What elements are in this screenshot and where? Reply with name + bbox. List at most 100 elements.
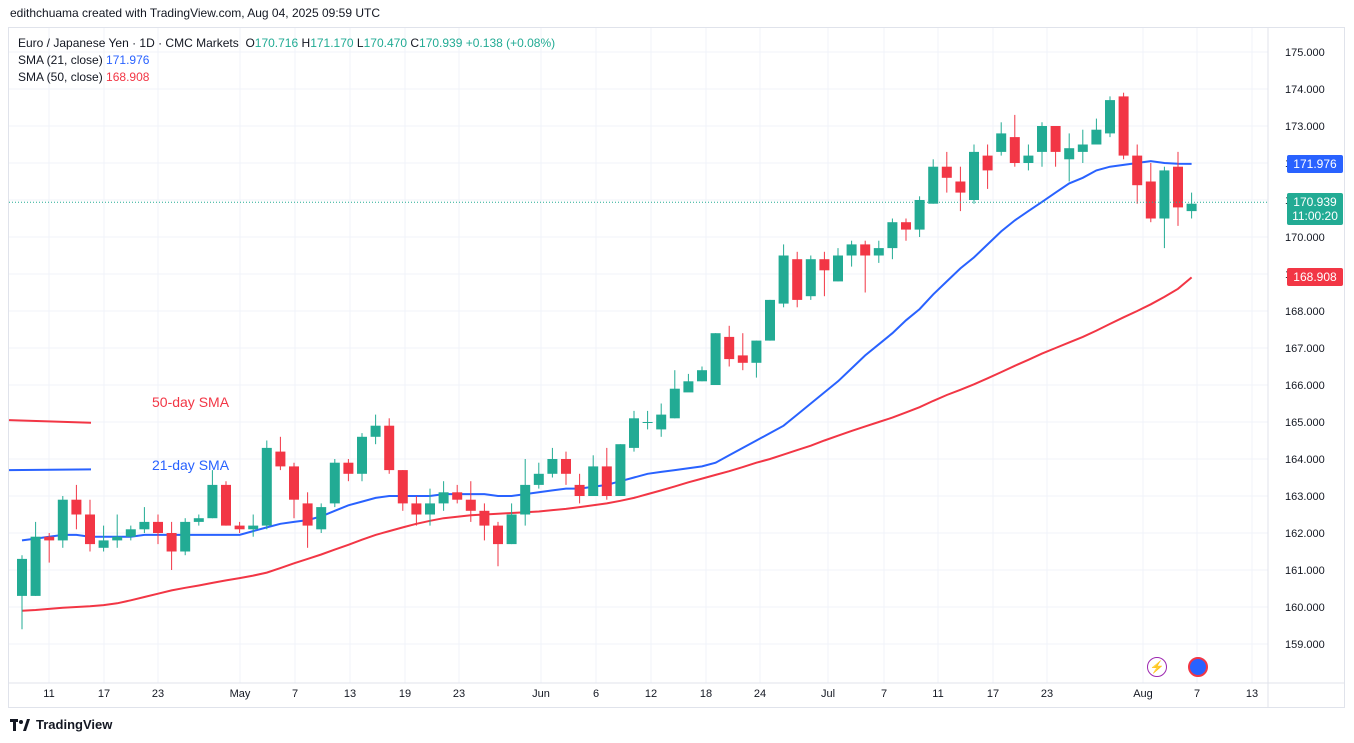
close-value: 170.939 (419, 36, 463, 50)
candle-body (1118, 96, 1129, 156)
candle-body (751, 340, 762, 363)
lightning-icon[interactable]: ⚡ (1147, 657, 1167, 677)
candle-body (969, 151, 979, 200)
x-tick-label: 12 (645, 688, 657, 700)
candle-body (1186, 203, 1197, 212)
sma21-label[interactable]: SMA (21, close) (18, 53, 103, 67)
x-tick-label: Jun (532, 688, 550, 700)
candle-body (928, 166, 939, 204)
x-tick-label: 18 (700, 688, 712, 700)
candle-body (98, 540, 109, 548)
y-tick-label: 162.000 (1285, 528, 1325, 540)
candle-body (765, 299, 775, 341)
candle-body (887, 222, 898, 249)
candle-body (792, 259, 803, 300)
candle-body (302, 503, 313, 526)
x-tick-label: 23 (152, 688, 164, 700)
candle-body (601, 466, 612, 496)
x-tick-label: 23 (453, 688, 465, 700)
candle-body (1023, 155, 1034, 163)
x-tick-label: May (230, 688, 251, 700)
candle-body (615, 444, 626, 496)
x-tick-label: 24 (754, 688, 766, 700)
sma50-line (21, 276, 1193, 612)
footer-brand: TradingView (36, 717, 113, 732)
x-tick-label: 6 (593, 688, 599, 700)
x-tick-label: 23 (1041, 688, 1053, 700)
y-tick-label: 160.000 (1285, 602, 1325, 614)
sma50-label[interactable]: SMA (50, close) (18, 70, 103, 84)
candle-body (506, 514, 517, 545)
candle-body (493, 525, 503, 545)
sma21-price-tag: 171.976 (1287, 155, 1343, 173)
x-tick-label: 13 (1246, 688, 1258, 700)
candle-body (85, 514, 95, 545)
candle-body (520, 484, 531, 515)
x-tick-label: 11 (43, 688, 54, 700)
y-tick-label: 165.000 (1285, 417, 1325, 429)
candle-body (1009, 137, 1020, 163)
candle-body (112, 536, 123, 541)
sma21-annotation: 21-day SMA (152, 457, 230, 473)
x-tick-label: 7 (881, 688, 887, 700)
chart-frame (8, 27, 1345, 708)
candle-body (1173, 166, 1183, 208)
candle-body (982, 155, 993, 171)
candle-body (1091, 129, 1102, 145)
candle-body (996, 133, 1007, 152)
candle-body (642, 422, 653, 423)
candle-body (1050, 126, 1061, 152)
candle-body (397, 470, 408, 504)
candle-body (57, 499, 68, 541)
candle-body (234, 525, 245, 530)
candle-body (669, 388, 680, 419)
candle-body (180, 521, 191, 552)
y-tick-label: 175.000 (1285, 47, 1325, 59)
candle-body (343, 462, 354, 474)
candle-body (710, 333, 721, 385)
tradingview-footer[interactable]: TradingView (10, 717, 112, 732)
candle-body (316, 507, 327, 530)
x-tick-label: 17 (987, 688, 999, 700)
candle-body (914, 200, 925, 230)
close-label: C (410, 36, 420, 50)
sma50-price-tag: 168.908 (1287, 268, 1343, 286)
candle-body (533, 473, 544, 485)
last-price-value: 170.939 (1293, 195, 1337, 209)
chart-legend: Euro / Japanese Yen · 1D · CMC Markets O… (18, 35, 555, 86)
sma21-value: 171.976 (106, 53, 150, 67)
candle-body (1105, 100, 1115, 134)
candle-body (941, 166, 952, 178)
candle-body (166, 533, 177, 552)
x-tick-label: 13 (344, 688, 356, 700)
open-label: O (245, 36, 255, 50)
x-tick-label: Jul (821, 688, 835, 700)
candle-body (153, 521, 163, 533)
candle-body (656, 414, 667, 430)
candle-body (1159, 170, 1170, 219)
candle-body (30, 536, 41, 596)
sma50-value: 168.908 (106, 70, 150, 84)
tradingview-logo-icon (10, 718, 30, 731)
globe-flag-icon[interactable] (1188, 657, 1208, 677)
sma50-annotation: 50-day SMA (152, 394, 230, 410)
candle-body (683, 381, 694, 393)
candle-body (588, 466, 599, 496)
candle-body (1077, 144, 1088, 152)
candle-body (819, 259, 830, 271)
symbol-title[interactable]: Euro / Japanese Yen · 1D · CMC Markets (18, 36, 239, 50)
candle-body (1145, 181, 1156, 219)
high-value: 171.170 (310, 36, 354, 50)
y-tick-label: 166.000 (1285, 380, 1325, 392)
candle-body (17, 558, 27, 596)
candle-body (370, 425, 381, 437)
candle-body (275, 451, 286, 467)
candle-body (384, 425, 395, 471)
y-tick-label: 163.000 (1285, 491, 1325, 503)
candle-body (1064, 148, 1075, 160)
candle-body (193, 518, 204, 522)
y-tick-label: 167.000 (1285, 343, 1325, 355)
high-label: H (301, 36, 311, 50)
candle-body (574, 484, 585, 496)
